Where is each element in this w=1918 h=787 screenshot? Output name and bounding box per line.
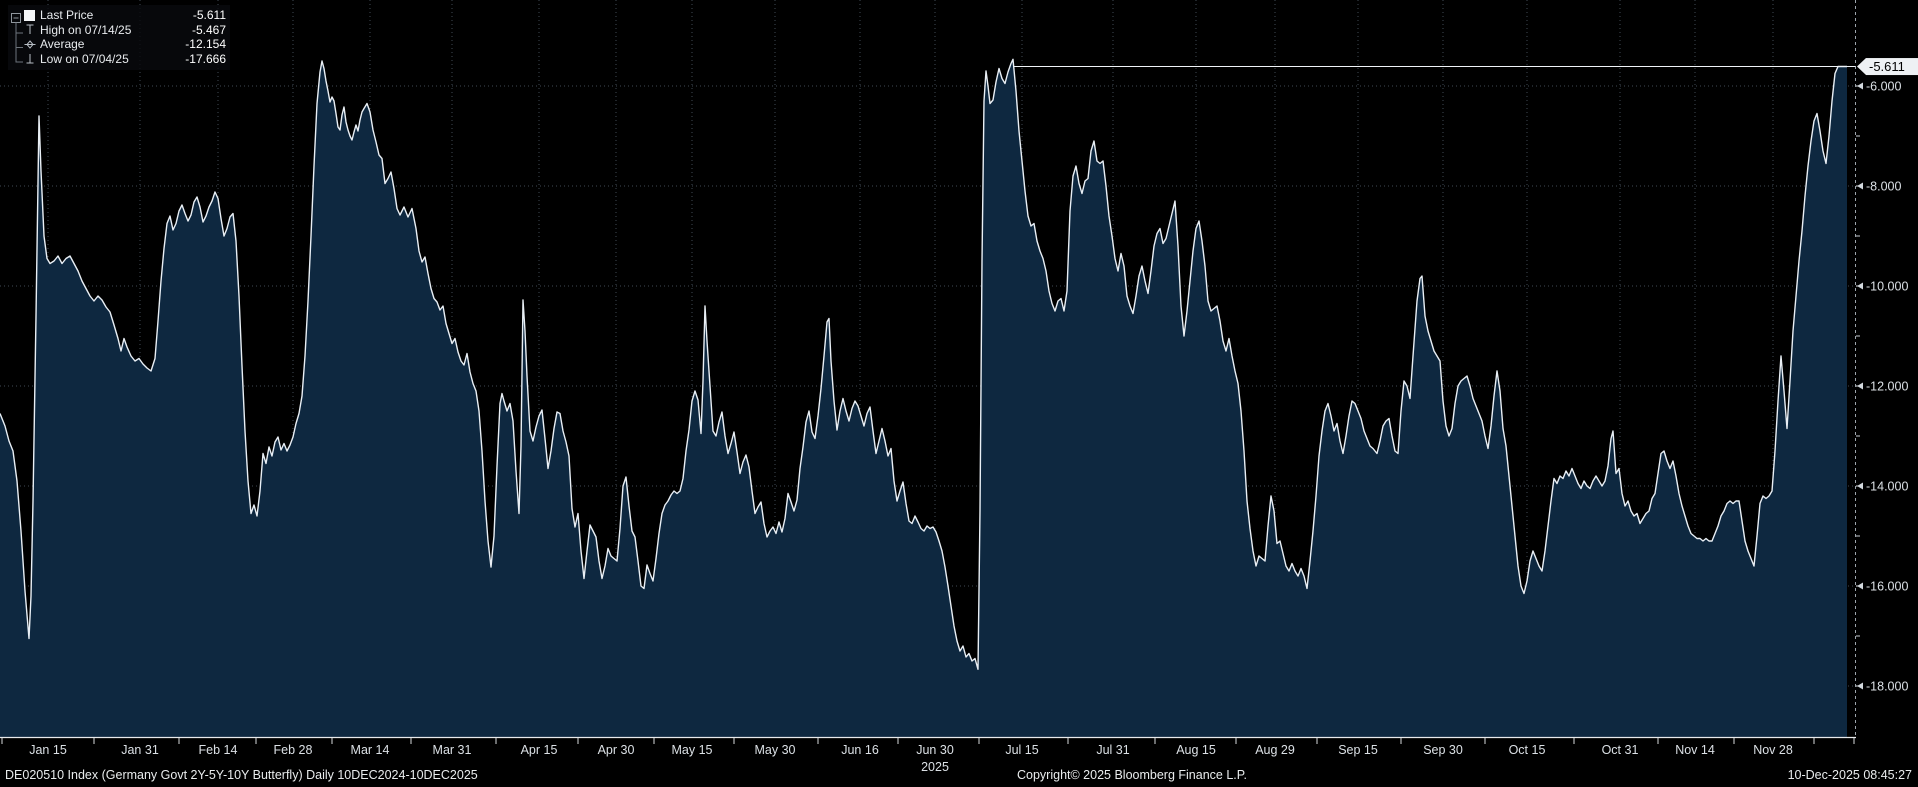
x-axis-label: Aug 29	[1255, 743, 1295, 757]
legend-row-high: High on 07/14/25 -5.467	[24, 23, 226, 38]
y-axis-pointer-icon	[1857, 82, 1863, 90]
last-price-swatch-icon	[24, 9, 40, 21]
y-axis-pointer-icon	[1857, 682, 1863, 690]
y-axis-label: -16.000	[1866, 580, 1908, 594]
last-price-badge-arrow	[1857, 58, 1866, 76]
x-axis-label: Jun 30	[916, 743, 954, 757]
legend-value: -12.154	[185, 37, 226, 51]
x-axis-label: Sep 15	[1338, 743, 1378, 757]
y-axis-label: -10.000	[1866, 280, 1908, 294]
average-marker-icon	[24, 38, 40, 51]
copyright-text: Copyright© 2025 Bloomberg Finance L.P.	[1017, 768, 1247, 782]
x-axis-label: Oct 15	[1509, 743, 1546, 757]
chart-legend: Last Price -5.611 High on 07/14/25 -5.46…	[8, 5, 230, 70]
series-area	[0, 59, 1847, 738]
legend-row-low: Low on 07/04/25 -17.666	[24, 52, 226, 67]
x-axis-label: May 15	[672, 743, 713, 757]
series-line	[0, 58, 1847, 670]
x-axis-label: Jan 31	[121, 743, 159, 757]
x-axis-label: Apr 15	[521, 743, 558, 757]
x-axis-label: Feb 14	[199, 743, 238, 757]
x-axis-label: Mar 14	[351, 743, 390, 757]
last-price-badge-label: -5.611	[1869, 59, 1905, 74]
x-axis-year-label: 2025	[921, 760, 949, 774]
last-price-badge	[1866, 58, 1918, 76]
x-axis-label: Jun 16	[841, 743, 879, 757]
x-axis-label: Jan 15	[29, 743, 67, 757]
legend-tree-lines	[11, 13, 23, 63]
legend-label: Low on 07/04/25	[40, 51, 129, 66]
x-axis-label: Nov 14	[1675, 743, 1715, 757]
y-axis-pointer-icon	[1857, 582, 1863, 590]
legend-label: High on 07/14/25	[40, 22, 132, 37]
y-axis-label: -8.000	[1866, 180, 1901, 194]
chart-description: DE020510 Index (Germany Govt 2Y-5Y-10Y B…	[5, 768, 478, 782]
y-axis-pointer-icon	[1857, 482, 1863, 490]
y-axis-label: -12.000	[1866, 380, 1908, 394]
legend-value: -17.666	[185, 51, 226, 66]
x-axis-label: Aug 15	[1176, 743, 1216, 757]
y-axis-label: -6.000	[1866, 80, 1901, 94]
legend-row-last-price: Last Price -5.611	[24, 8, 226, 23]
legend-value: -5.467	[191, 22, 226, 37]
x-axis-label: May 30	[755, 743, 796, 757]
low-marker-icon	[24, 52, 40, 65]
x-axis-label: Jul 15	[1005, 743, 1038, 757]
x-axis-label: Feb 28	[274, 743, 313, 757]
timestamp-text: 10-Dec-2025 08:45:27	[1787, 768, 1912, 782]
y-axis-pointer-icon	[1857, 382, 1863, 390]
y-axis-pointer-icon	[1857, 182, 1863, 190]
high-marker-icon	[24, 23, 40, 36]
x-axis-label: Nov 28	[1753, 743, 1793, 757]
legend-value: -5.611	[192, 8, 226, 22]
legend-label: Last Price	[40, 8, 94, 22]
y-axis-label: -14.000	[1866, 480, 1908, 494]
y-axis-pointer-icon	[1857, 282, 1863, 290]
x-axis-label: Apr 30	[598, 743, 635, 757]
x-axis-label: Mar 31	[433, 743, 472, 757]
x-axis-label: Sep 30	[1423, 743, 1463, 757]
x-axis-label: Jul 31	[1096, 743, 1129, 757]
x-axis-label: Oct 31	[1602, 743, 1639, 757]
legend-row-average: Average -12.154	[24, 37, 226, 52]
y-axis-label: -18.000	[1866, 680, 1908, 694]
legend-label: Average	[40, 37, 85, 51]
